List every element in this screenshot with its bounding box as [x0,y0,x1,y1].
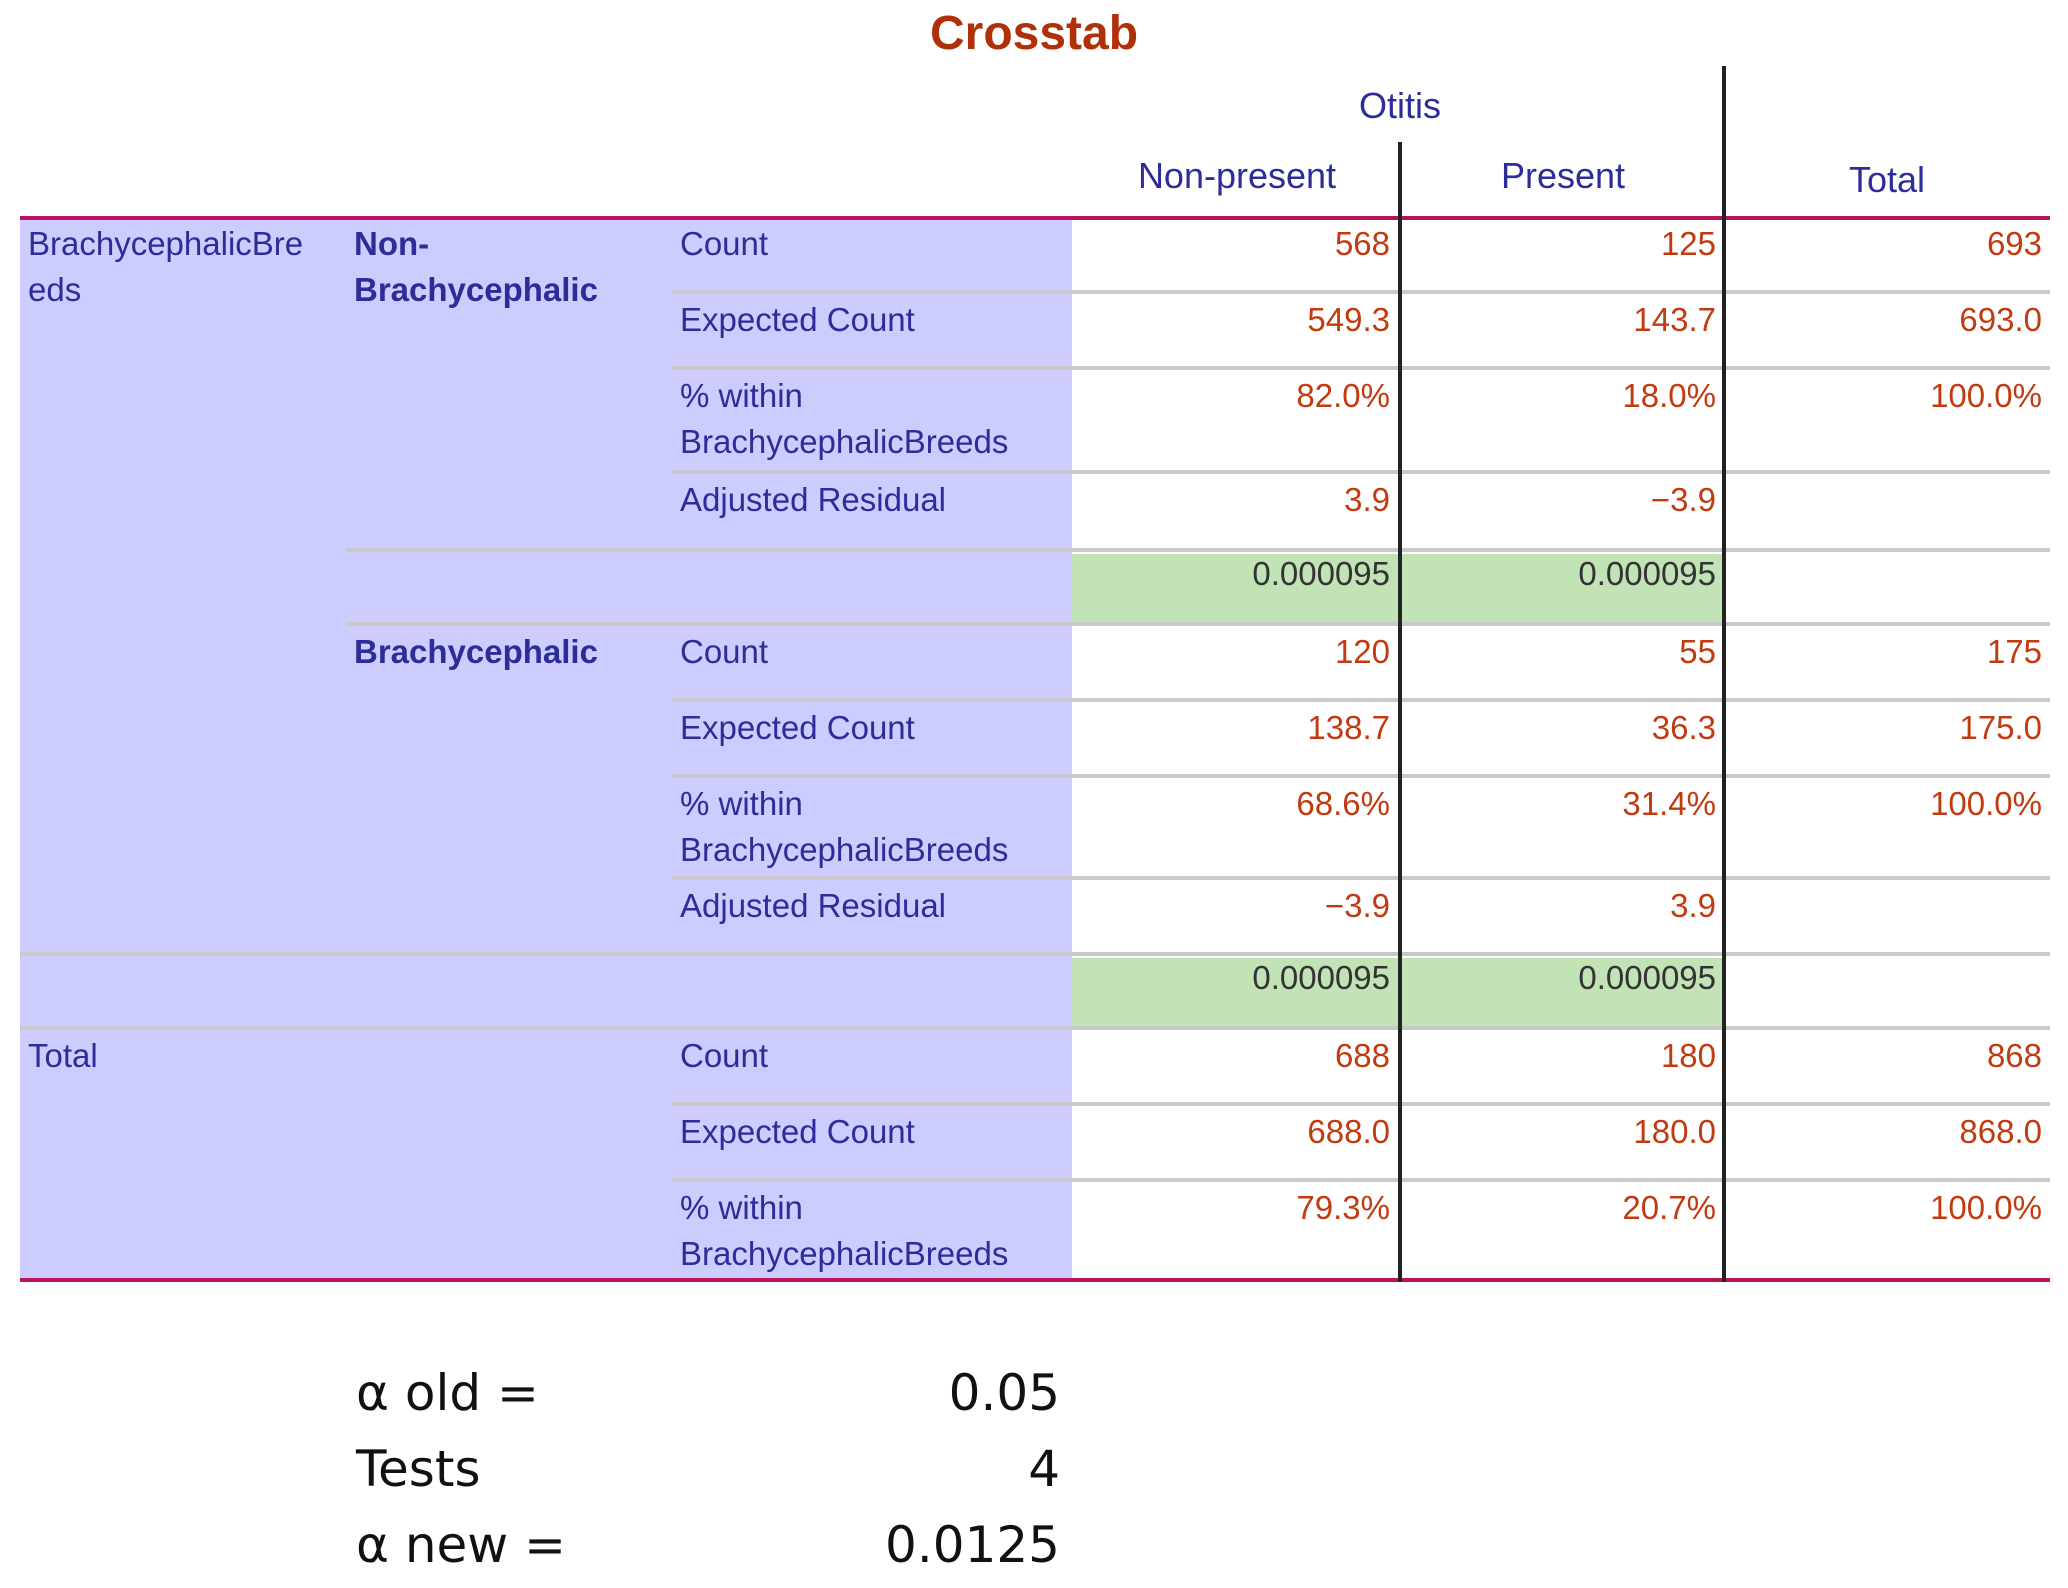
pvalue-cell-bg [1072,554,1400,624]
row-divider [20,952,2050,956]
cell-value: 693 [1986,225,2042,262]
group-label-brachy: Brachycephalic [354,633,598,670]
cell-value: 18.0% [1622,377,1716,414]
row-divider [346,548,2050,552]
row-variable-label-line2: eds [28,271,82,308]
cell-value: 3.9 [1344,481,1390,518]
stat-label: Expected Count [680,1113,915,1150]
cell-value: 79.3% [1296,1189,1390,1226]
pvalue-cell-bg [1402,554,1724,624]
cell-value: 138.7 [1307,709,1390,746]
stat-label: Count [680,1037,769,1074]
cell-value: 868 [1986,1037,2042,1074]
stat-label: % within [680,785,803,822]
cell-value: 68.6% [1296,785,1390,822]
cell-value: 100.0% [1930,1189,2042,1226]
stat-label: Count [680,225,769,262]
stat-label: Adjusted Residual [680,887,946,924]
stat-label: BrachycephalicBreeds [680,423,1009,460]
stat-label: Expected Count [680,301,915,338]
cell-value: 3.9 [1670,887,1716,924]
stat-label: Expected Count [680,709,915,746]
alpha-new-label: α new = [356,1516,566,1574]
cell-value: 20.7% [1622,1189,1716,1226]
row-divider [346,622,2050,626]
row-divider [672,1102,2050,1106]
cell-value: 36.3 [1651,709,1716,746]
cell-value: 568 [1334,225,1390,262]
cell-value: 143.7 [1633,301,1716,338]
table-bottom-rule [20,1278,2050,1282]
stat-label: % within [680,377,803,414]
pvalue-value: 0.000095 [1252,555,1390,592]
cell-value: 688.0 [1307,1113,1390,1150]
header-otitis: Otitis [1358,85,1441,126]
row-divider [672,290,2050,294]
table-top-rule [20,216,2050,220]
cell-value: 175 [1986,633,2042,670]
header-present: Present [1500,155,1626,196]
row-divider [672,366,2050,370]
pvalue-cell-bg [1072,958,1400,1028]
cell-value: 100.0% [1930,785,2042,822]
tests-value: 4 [1028,1440,1060,1498]
cell-value: 100.0% [1930,377,2042,414]
cell-value: −3.9 [1650,481,1716,518]
pvalue-cell-bg [1402,958,1724,1028]
cell-value: 82.0% [1296,377,1390,414]
cell-value: 180.0 [1633,1113,1716,1150]
row-divider [20,1026,2050,1030]
row-divider [672,470,2050,474]
cell-value: 693.0 [1959,301,2042,338]
cell-value: 868.0 [1959,1113,2042,1150]
alpha-old-label: α old = [356,1364,539,1422]
stat-label: BrachycephalicBreeds [680,831,1009,868]
table-title: Crosstab [929,7,1139,60]
cell-value: −3.9 [1324,887,1390,924]
pvalue-value: 0.000095 [1578,555,1716,592]
row-variable-label-line1: BrachycephalicBre [28,225,304,262]
cell-value: 180 [1660,1037,1716,1074]
cell-value: 125 [1660,225,1716,262]
row-divider [672,774,2050,778]
pvalue-value: 0.000095 [1578,959,1716,996]
group-label-non-brachy-line2: Brachycephalic [354,271,598,308]
cell-value: 175.0 [1959,709,2042,746]
cell-value: 120 [1334,633,1390,670]
cell-value: 31.4% [1622,785,1716,822]
column-divider [1398,142,1402,1282]
group-label-non-brachy-line1: Non- [354,225,430,262]
label-column-shade [20,220,1072,1278]
stat-label: BrachycephalicBreeds [680,1235,1009,1272]
tests-label: Tests [356,1440,481,1498]
row-divider [672,698,2050,702]
total-row-label: Total [28,1037,98,1074]
stat-label: Count [680,633,769,670]
cell-value: 688 [1334,1037,1390,1074]
column-divider [1722,66,1726,1282]
stat-label: Adjusted Residual [680,481,946,518]
header-non-present: Non-present [1137,155,1337,196]
pvalue-value: 0.000095 [1252,959,1390,996]
row-divider [672,1178,2050,1182]
cell-value: 55 [1679,633,1716,670]
header-total: Total [1848,159,1926,200]
alpha-new-value: 0.0125 [885,1516,1060,1574]
alpha-old-value: 0.05 [948,1364,1060,1422]
row-divider [672,876,2050,880]
cell-value: 549.3 [1307,301,1390,338]
stat-label: % within [680,1189,803,1226]
